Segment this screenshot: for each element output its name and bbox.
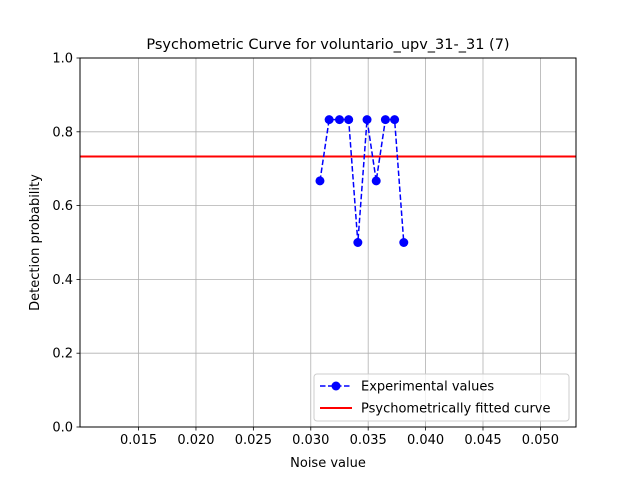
x-tick-label: 0.020 <box>177 433 214 448</box>
x-tick-label: 0.045 <box>464 433 501 448</box>
plot-area <box>80 115 576 247</box>
axes-frame <box>79 57 577 428</box>
legend-experimental-label: Experimental values <box>361 380 494 395</box>
experimental-point <box>380 115 390 125</box>
experimental-point <box>371 176 381 186</box>
experimental-point <box>324 115 334 125</box>
y-tick-label: 0.6 <box>52 199 73 214</box>
x-tick-label: 0.025 <box>235 433 272 448</box>
y-tick-label: 1.0 <box>52 52 73 67</box>
y-tick-label: 0.2 <box>52 347 73 362</box>
x-tick-label: 0.050 <box>522 433 559 448</box>
axis-ticks: 0.015 0.020 0.025 0.030 0.035 0.040 0.045 0.050… <box>52 52 559 449</box>
legend: Experimental values Psychometrically fit… <box>313 373 570 422</box>
experimental-point <box>344 115 354 125</box>
x-tick-label: 0.030 <box>292 433 329 448</box>
y-tick-label: 0.4 <box>52 273 73 288</box>
experimental-point <box>353 238 363 247</box>
legend-experimental-marker <box>331 381 341 391</box>
x-tick-label: 0.040 <box>407 433 444 448</box>
legend-fitted-label: Psychometrically fitted curve <box>361 402 550 417</box>
y-tick-label: 0.0 <box>52 421 73 436</box>
experimental-point <box>399 238 409 247</box>
legend-box <box>313 373 570 422</box>
experimental-point <box>390 115 400 125</box>
x-tick-label: 0.035 <box>350 433 387 448</box>
y-axis-label: Detection probability <box>28 174 43 311</box>
x-axis-label: Noise value <box>290 456 366 471</box>
chart-title: Psychometric Curve for voluntario_upv_31… <box>146 37 509 53</box>
experimental-point <box>362 115 372 125</box>
x-tick-label: 0.015 <box>120 433 157 448</box>
experimental-point <box>315 176 325 186</box>
experimental-line <box>319 118 405 243</box>
experimental-point <box>334 115 344 125</box>
y-tick-label: 0.8 <box>52 125 73 140</box>
